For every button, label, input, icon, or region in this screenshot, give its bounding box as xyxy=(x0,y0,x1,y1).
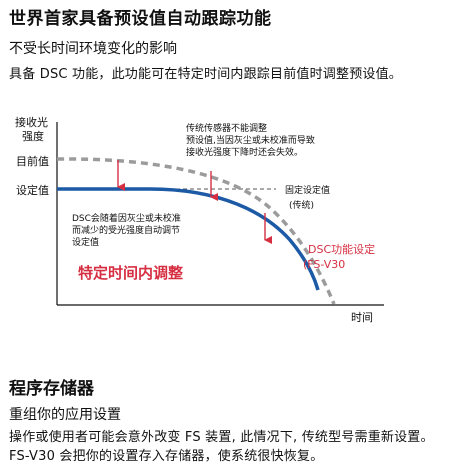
dsc-tracking-diagram: 接收光 强度 时间 目前值 设定值 传统传感器不能调整 预设值,当因灰尘或未校准… xyxy=(15,115,384,324)
dsc-note-line2: 而减少的受光强度自动调节 xyxy=(72,224,180,236)
section1-title: 世界首家具备预设值自动跟踪功能 xyxy=(9,9,272,29)
y-axis-label-line1: 接收光 xyxy=(15,115,48,129)
x-axis-label: 时间 xyxy=(351,311,373,324)
dsc-function-label-line2: (FS-V30 xyxy=(303,258,345,271)
traditional-note-line2: 预设值,当因灰尘或未校准而导致 xyxy=(186,134,315,146)
section2-description: 操作或使用者可能会意外改变 FS 装置, 此情况下, 传统型号需重新设置。FS-… xyxy=(9,430,434,464)
fixed-set-value-label: 固定设定值 xyxy=(285,184,330,196)
dsc-curve xyxy=(57,187,320,291)
current-value-curve xyxy=(56,157,336,305)
traditional-note-line1: 传统传感器不能调整 xyxy=(186,122,267,134)
section1-description: 具备 DSC 功能，此功能可在特定时间内跟踪目前值时调整预设值。 xyxy=(9,67,403,82)
traditional-note-line3: 接收光强度下降时还会失效。 xyxy=(186,146,303,158)
traditional-label: (传统) xyxy=(289,199,314,211)
dsc-note-line3: 设定值 xyxy=(72,236,99,248)
y-axis-label-line2: 强度 xyxy=(22,129,44,143)
adjust-within-time-highlight: 特定时间内调整 xyxy=(78,264,183,282)
set-value-label: 设定值 xyxy=(16,183,49,197)
section1-subtitle: 不受长时间环境变化的影响 xyxy=(9,41,177,57)
current-value-label: 目前值 xyxy=(16,154,49,168)
dsc-note-line1: DSC会随着因灰尘或未校准 xyxy=(72,212,181,224)
section2-title: 程序存储器 xyxy=(9,379,94,399)
section2-subtitle: 重组你的应用设置 xyxy=(9,407,121,423)
dsc-function-label-line1: DSC功能设定 xyxy=(308,242,375,256)
